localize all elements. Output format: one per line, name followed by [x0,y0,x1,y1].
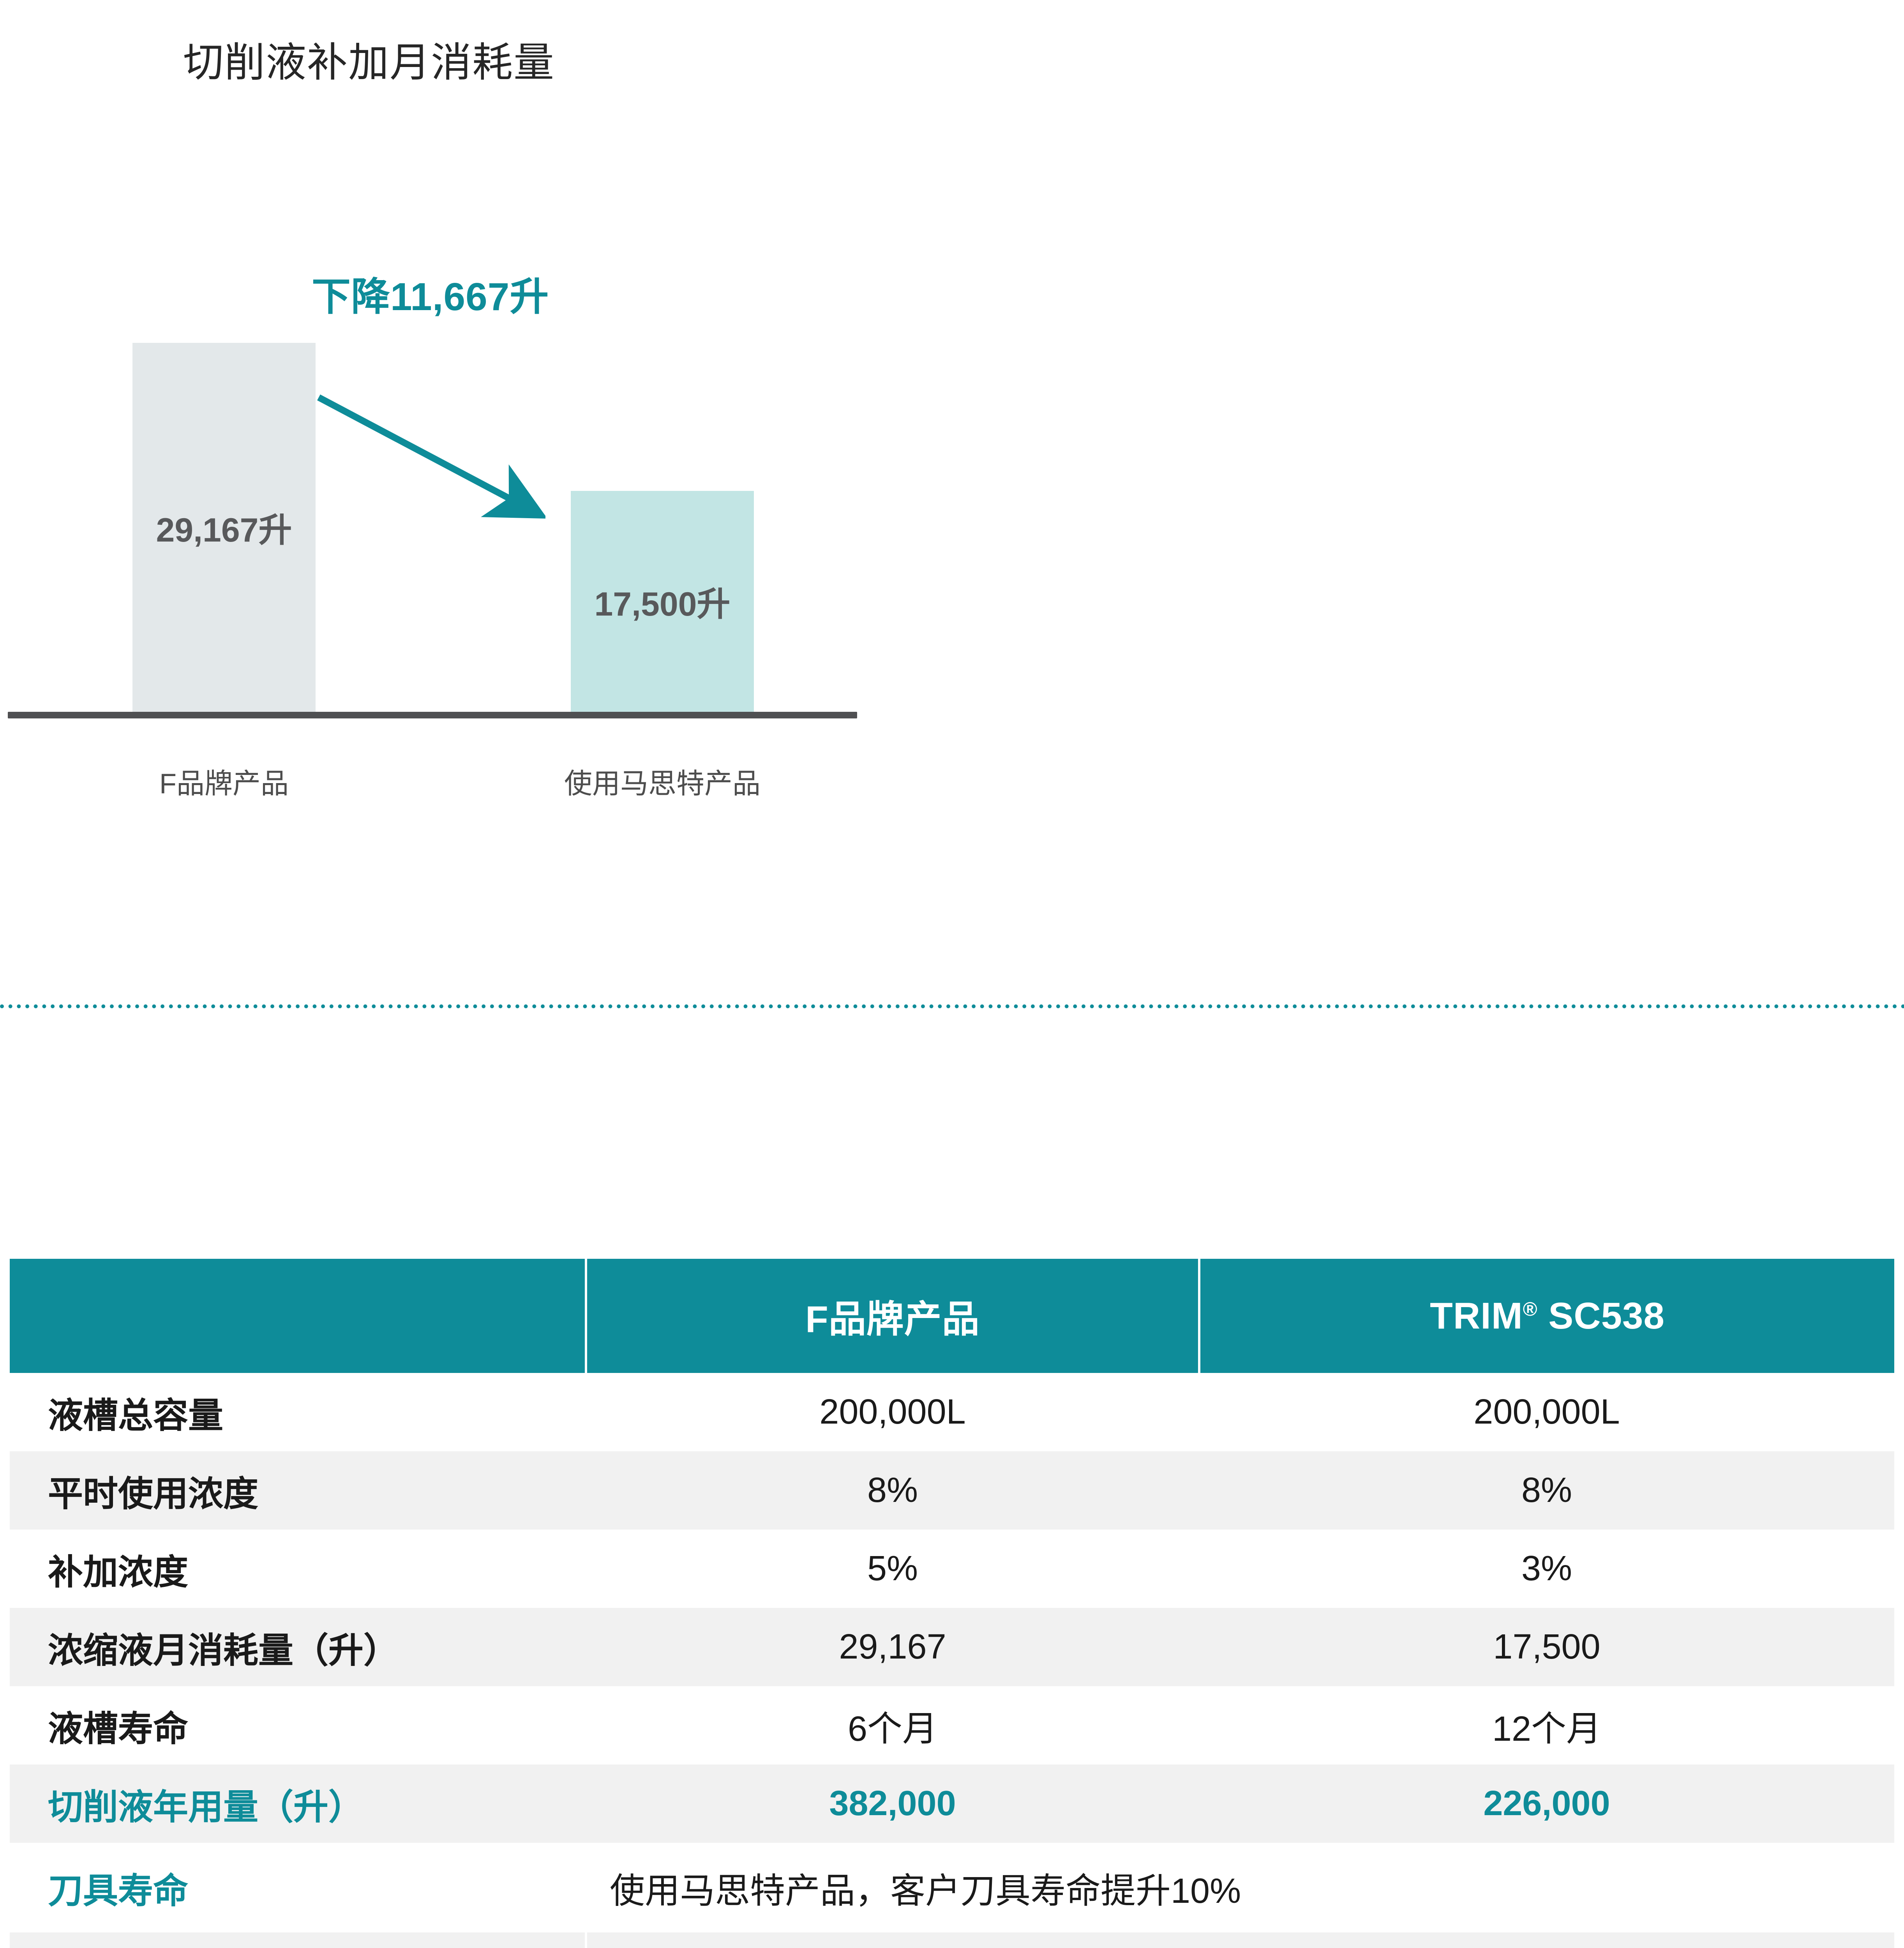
row-value-f: 200,000L [819,1392,966,1431]
bar-value-left-f-brand: 29,167升 [156,512,292,549]
row-note-text: 使用马思特产品，客户刀具寿命提升10% [585,1843,1894,1932]
comparison-table: F品牌产品 TRIM® SC538 液槽总容量 200,000L 200,000… [10,1259,1894,1948]
header-cell-blank [10,1259,587,1373]
row-value-trim: 200,000L [1473,1392,1620,1431]
row-label: 产量 [10,1932,586,1948]
bar-left-f-brand [132,343,316,712]
decrease-arrow-left [317,394,545,519]
registered-trademark-icon: ® [1523,1298,1538,1320]
table-row-highlight: 切削液年用量（升） 382,000 226,000 [10,1764,1894,1843]
row-label: 平时使用浓度 [10,1451,586,1530]
header-cell-trim: TRIM® SC538 [1199,1259,1894,1373]
row-value-f: 8% [586,1451,1199,1530]
charts-area: 切削液补加月消耗量 29,167升 17,500升 F品牌产品 使用马思特产品 … [0,0,1904,896]
table-row: 浓缩液月消耗量（升） 29,167 17,500 [10,1608,1894,1686]
row-label: 切削液年用量（升） [10,1764,586,1843]
bar-value-left-master: 17,500升 [594,586,731,623]
row-label: 刀具寿命 [48,1872,188,1911]
table-row: 液槽寿命 6个月 12个月 [10,1686,1894,1764]
row-label: 补加浓度 [48,1553,188,1592]
row-value-trim: 17,500 [1199,1608,1894,1686]
table-row: 平时使用浓度 8% 8% [10,1451,1894,1530]
table-row: 补加浓度 5% 3% [10,1530,1894,1608]
row-value-f: 6个月 [847,1709,938,1749]
row-value-f: 5% [867,1549,918,1588]
header-trim-main: TRIM [1430,1295,1523,1337]
table-body: 液槽总容量 200,000L 200,000L 平时使用浓度 8% 8% 补加浓… [10,1373,1894,1948]
row-value-trim: 3% [1521,1549,1572,1588]
chart-monthly-makeup-consumption: 切削液补加月消耗量 29,167升 17,500升 F品牌产品 使用马思特产品 … [0,0,952,857]
row-label: 液槽寿命 [48,1709,188,1749]
chart-title-left: 切削液补加月消耗量 [183,40,555,85]
callout-left: 下降11,667升 [312,275,549,319]
comparison-table-wrapper: F品牌产品 TRIM® SC538 液槽总容量 200,000L 200,000… [10,1259,1894,1948]
category-label-left-master: 使用马思特产品 [564,768,761,799]
row-label: 浓缩液月消耗量（升） [10,1608,586,1686]
plot-area-left: 29,167升 17,500升 F品牌产品 使用马思特产品 下降11,667升 [0,0,952,857]
bar-left-master [571,491,754,712]
row-note-text: 使用马思特产品，客户产量提升20% [585,1932,1894,1948]
section-divider [0,1004,1904,1012]
row-label: 液槽总容量 [48,1396,223,1435]
plot-area-right: 382,000升 226,000升 F品牌产品 使用马思特产品 减少39% [952,0,1904,857]
table-row: 液槽总容量 200,000L 200,000L [10,1373,1894,1451]
chart-annual-coolant-usage: 切削液年用量 382,000升 226,000升 F品牌产品 使用马思特产品 减… [952,0,1904,857]
row-value-f: 382,000 [586,1764,1199,1843]
table-row-note: 刀具寿命 使用马思特产品，客户刀具寿命提升10% [10,1843,1894,1932]
header-cell-f-brand: F品牌产品 [586,1259,1200,1373]
category-label-left-f-brand: F品牌产品 [159,768,289,799]
x-axis-line-left [8,712,857,718]
table-head: F品牌产品 TRIM® SC538 [10,1259,1894,1373]
header-trim-model: SC538 [1537,1295,1665,1337]
table-header-row: F品牌产品 TRIM® SC538 [10,1259,1894,1373]
row-value-trim: 12个月 [1492,1709,1602,1749]
table-row-note: 产量 使用马思特产品，客户产量提升20% [10,1932,1894,1948]
row-value-trim: 226,000 [1199,1764,1894,1843]
row-value-f: 29,167 [586,1608,1199,1686]
row-value-trim: 8% [1199,1451,1894,1530]
